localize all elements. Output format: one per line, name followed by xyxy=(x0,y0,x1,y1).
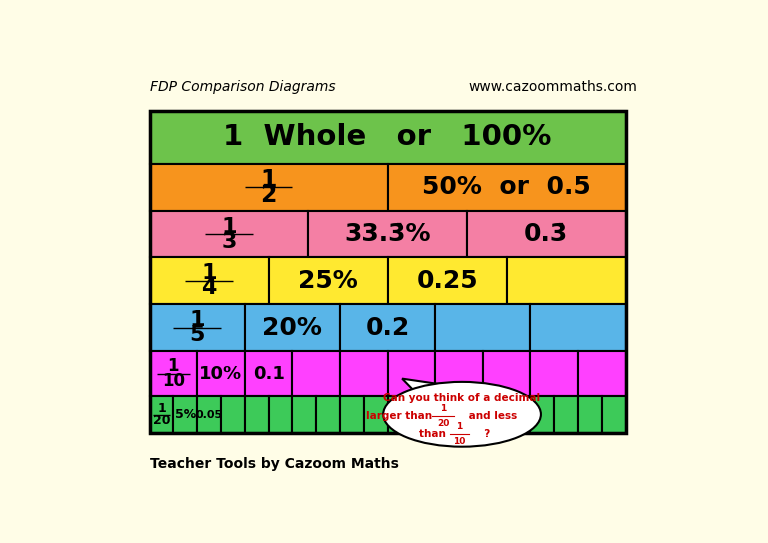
Bar xyxy=(483,396,507,433)
Text: 5: 5 xyxy=(190,325,205,345)
Bar xyxy=(174,396,197,433)
Ellipse shape xyxy=(383,382,541,447)
Bar xyxy=(507,396,531,433)
Bar xyxy=(602,396,626,433)
Bar xyxy=(197,396,221,433)
Text: 0.3̇: 0.3̇ xyxy=(525,222,568,246)
Text: 5%: 5% xyxy=(174,408,196,421)
Text: 1: 1 xyxy=(440,404,446,413)
Text: 4: 4 xyxy=(201,279,217,299)
Bar xyxy=(269,257,388,304)
Bar xyxy=(412,396,435,433)
Bar xyxy=(197,351,245,396)
Bar xyxy=(467,211,626,257)
Text: ?: ? xyxy=(477,430,490,439)
Bar xyxy=(388,396,412,433)
Bar xyxy=(340,396,364,433)
Text: 10: 10 xyxy=(453,437,465,446)
Text: FDP Comparison Diagrams: FDP Comparison Diagrams xyxy=(150,80,335,94)
Text: www.cazoommaths.com: www.cazoommaths.com xyxy=(468,80,637,94)
Text: than: than xyxy=(419,430,453,439)
Bar xyxy=(578,396,602,433)
Bar xyxy=(459,396,483,433)
Bar xyxy=(293,351,340,396)
Polygon shape xyxy=(402,378,446,395)
Bar xyxy=(245,304,340,351)
Bar xyxy=(388,351,435,396)
Bar xyxy=(531,351,578,396)
Text: 1: 1 xyxy=(190,310,205,330)
Text: larger than: larger than xyxy=(366,411,435,421)
Bar xyxy=(388,257,507,304)
Text: 33.3̇%: 33.3̇% xyxy=(344,222,431,246)
Bar xyxy=(364,396,388,433)
Text: 0.2: 0.2 xyxy=(366,315,410,340)
Text: 10%: 10% xyxy=(200,364,243,383)
Text: 0.25: 0.25 xyxy=(416,269,478,293)
Text: Teacher Tools by Cazoom Maths: Teacher Tools by Cazoom Maths xyxy=(150,457,399,471)
Bar xyxy=(150,351,197,396)
Bar xyxy=(435,351,483,396)
Bar xyxy=(150,164,388,211)
Bar xyxy=(578,351,626,396)
Text: 1: 1 xyxy=(456,422,462,431)
Text: 1  Whole   or   100%: 1 Whole or 100% xyxy=(223,123,552,151)
Text: 1: 1 xyxy=(260,168,276,192)
Text: Can you think of a decimal: Can you think of a decimal xyxy=(383,393,541,403)
Text: 0.1: 0.1 xyxy=(253,364,285,383)
Bar xyxy=(554,396,578,433)
Text: 3: 3 xyxy=(221,231,237,251)
Text: 20%: 20% xyxy=(263,315,323,340)
Bar xyxy=(150,111,626,164)
Bar xyxy=(507,257,626,304)
Text: 2: 2 xyxy=(260,183,276,207)
Text: and less: and less xyxy=(465,411,518,421)
Text: 20: 20 xyxy=(153,414,170,427)
Bar xyxy=(150,257,269,304)
Text: 10: 10 xyxy=(162,372,185,390)
Bar xyxy=(150,111,626,433)
Bar xyxy=(388,164,626,211)
Bar xyxy=(308,211,467,257)
Bar xyxy=(150,304,245,351)
Text: 25%: 25% xyxy=(298,269,358,293)
Bar xyxy=(483,351,531,396)
Text: 1: 1 xyxy=(167,357,179,375)
Text: 1: 1 xyxy=(221,217,237,237)
Text: 20: 20 xyxy=(437,419,449,428)
Text: 1: 1 xyxy=(201,263,217,283)
Bar xyxy=(435,304,531,351)
Bar xyxy=(293,396,316,433)
Bar xyxy=(150,211,308,257)
Bar xyxy=(245,351,293,396)
Text: 50%  or  0.5: 50% or 0.5 xyxy=(422,175,591,199)
Bar xyxy=(435,396,459,433)
Text: 0.05: 0.05 xyxy=(196,409,223,420)
Bar xyxy=(269,396,293,433)
Bar xyxy=(150,396,174,433)
Bar xyxy=(531,304,626,351)
Bar xyxy=(221,396,245,433)
Bar xyxy=(531,396,554,433)
Bar xyxy=(340,351,388,396)
Bar xyxy=(316,396,340,433)
Bar xyxy=(340,304,435,351)
Bar xyxy=(245,396,269,433)
Text: 1: 1 xyxy=(157,402,166,415)
